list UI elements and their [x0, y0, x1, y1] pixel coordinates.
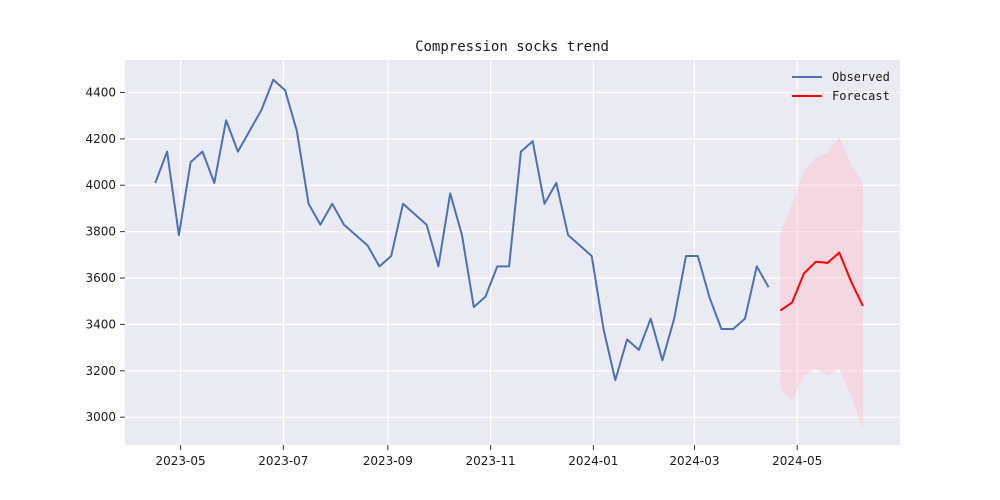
observed-point — [579, 245, 581, 247]
y-tick-label: 3800 — [85, 225, 116, 239]
observed-point — [508, 265, 510, 267]
x-tick-label: 2023-09 — [363, 454, 413, 468]
forecast-point — [779, 310, 781, 312]
y-axis-ticks: 3000 3200 3400 3600 3800 4000 4200 4400 — [85, 85, 125, 424]
observed-point — [532, 140, 534, 142]
forecast-point — [815, 261, 817, 263]
x-tick-label: 2023-05 — [156, 454, 206, 468]
observed-point — [697, 255, 699, 257]
observed-point — [473, 306, 475, 308]
observed-point — [461, 234, 463, 236]
y-tick-label: 3600 — [85, 271, 116, 285]
grid-lines — [125, 60, 900, 445]
observed-point — [614, 379, 616, 381]
x-tick-label: 2024-03 — [669, 454, 719, 468]
observed-point — [520, 151, 522, 153]
observed-point — [768, 286, 770, 288]
forecast-interval-band — [780, 136, 863, 429]
observed-point — [709, 297, 711, 299]
forecast-point — [850, 281, 852, 283]
observed-point — [732, 328, 734, 330]
observed-point — [650, 318, 652, 320]
x-tick-label: 2023-07 — [258, 454, 308, 468]
observed-point — [414, 213, 416, 215]
observed-point — [319, 224, 321, 226]
forecast-point — [791, 301, 793, 303]
observed-point — [378, 265, 380, 267]
forecast-point — [862, 305, 864, 307]
observed-point — [449, 192, 451, 194]
observed-point — [437, 265, 439, 267]
legend-forecast-label: Forecast — [832, 89, 890, 103]
observed-point — [426, 224, 428, 226]
observed-point — [331, 203, 333, 205]
observed-point — [756, 265, 758, 267]
observed-point — [190, 161, 192, 163]
x-tick-label: 2023-11 — [466, 454, 516, 468]
observed-point — [626, 339, 628, 341]
observed-point — [213, 182, 215, 184]
observed-point — [603, 328, 605, 330]
x-axis-ticks: 2023-05 2023-07 2023-09 2023-11 2024-01 2024-… — [156, 445, 822, 468]
observed-point — [249, 130, 251, 132]
y-tick-label: 3400 — [85, 317, 116, 331]
y-tick-label: 3000 — [85, 410, 116, 424]
observed-point — [591, 255, 593, 257]
observed-point — [567, 234, 569, 236]
observed-point — [555, 182, 557, 184]
y-tick-label: 4200 — [85, 132, 116, 146]
observed-point — [685, 255, 687, 257]
observed-point — [284, 89, 286, 91]
forecast-point — [803, 272, 805, 274]
observed-point — [202, 151, 204, 153]
observed-point — [496, 265, 498, 267]
chart-title: Compression socks trend — [415, 39, 609, 55]
observed-point — [296, 130, 298, 132]
observed-point — [744, 318, 746, 320]
observed-point — [154, 182, 156, 184]
observed-point — [661, 359, 663, 361]
observed-point — [343, 224, 345, 226]
observed-point — [308, 203, 310, 205]
observed-point — [225, 119, 227, 121]
x-tick-label: 2024-05 — [772, 454, 822, 468]
observed-point — [261, 109, 263, 111]
y-tick-label: 4000 — [85, 178, 116, 192]
observed-point — [237, 151, 239, 153]
observed-point — [402, 203, 404, 205]
observed-point — [485, 296, 487, 298]
observed-series-line — [154, 78, 770, 382]
observed-point — [355, 234, 357, 236]
forecast-point — [838, 252, 840, 254]
x-tick-label: 2024-01 — [568, 454, 618, 468]
observed-point — [638, 349, 640, 351]
observed-point — [166, 151, 168, 153]
observed-point — [367, 245, 369, 247]
observed-point — [390, 255, 392, 257]
y-tick-label: 4400 — [85, 85, 116, 99]
legend: Observed Forecast — [792, 70, 890, 103]
observed-point — [178, 234, 180, 236]
observed-point — [272, 79, 274, 81]
observed-point — [673, 318, 675, 320]
forecast-series-line — [779, 251, 864, 312]
legend-observed-label: Observed — [832, 70, 890, 84]
forecast-point — [827, 262, 829, 264]
observed-point — [544, 203, 546, 205]
y-tick-label: 3200 — [85, 364, 116, 378]
observed-point — [720, 328, 722, 330]
